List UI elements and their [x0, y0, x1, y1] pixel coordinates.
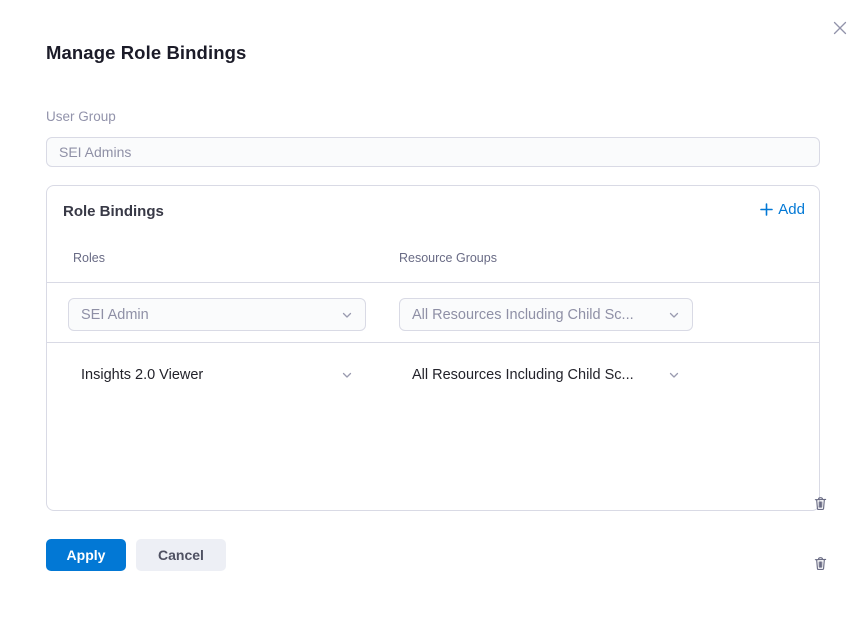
close-icon — [831, 19, 849, 37]
user-group-input[interactable] — [46, 137, 820, 167]
trash-icon — [812, 555, 829, 572]
role-select[interactable]: Insights 2.0 Viewer — [68, 358, 366, 391]
role-select-disabled[interactable]: SEI Admin — [68, 298, 366, 331]
chevron-down-icon — [668, 369, 680, 381]
apply-button[interactable]: Apply — [46, 539, 126, 571]
column-header-resource-groups: Resource Groups — [399, 251, 497, 265]
chevron-down-icon — [668, 309, 680, 321]
chevron-down-icon — [341, 309, 353, 321]
role-select-value: Insights 2.0 Viewer — [81, 366, 204, 383]
resource-group-select-disabled[interactable]: All Resources Including Child Sc... — [399, 298, 693, 331]
dialog-footer: Apply Cancel — [46, 539, 226, 571]
resource-group-select-value: All Resources Including Child Sc... — [412, 366, 634, 383]
add-role-binding-button[interactable]: Add — [760, 201, 805, 218]
divider — [47, 282, 819, 283]
user-group-label: User Group — [46, 109, 116, 124]
delete-role-binding-button[interactable] — [808, 551, 832, 575]
trash-icon — [812, 495, 829, 512]
resource-group-select[interactable]: All Resources Including Child Sc... — [399, 358, 693, 391]
resource-group-select-value: All Resources Including Child Sc... — [412, 306, 634, 323]
close-button[interactable] — [829, 17, 851, 39]
plus-icon — [760, 203, 774, 216]
add-button-label: Add — [778, 201, 805, 218]
role-bindings-title: Role Bindings — [63, 203, 164, 220]
delete-role-binding-button[interactable] — [808, 491, 832, 515]
role-bindings-card: Role Bindings Add Roles Resource Groups … — [46, 185, 826, 570]
chevron-down-icon — [341, 369, 353, 381]
page-title: Manage Role Bindings — [46, 42, 247, 63]
divider — [47, 342, 819, 343]
cancel-button[interactable]: Cancel — [136, 539, 226, 571]
role-select-value: SEI Admin — [81, 306, 149, 323]
column-header-roles: Roles — [73, 251, 105, 265]
